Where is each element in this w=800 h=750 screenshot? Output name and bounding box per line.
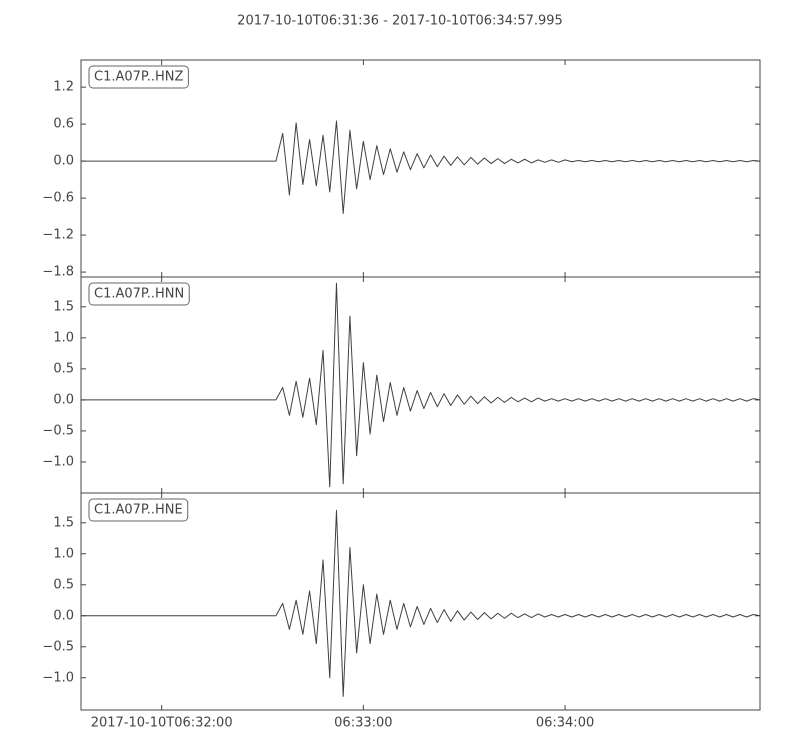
trace [81,282,761,488]
x-tick-label: 06:33:00 [334,716,392,731]
y-tick-label: 1.5 [53,299,74,314]
trace [81,509,761,697]
y-tick-label: 0.6 [53,117,74,132]
trace-label-box [88,65,189,89]
y-tick-label: −1.8 [42,265,74,280]
y-tick-label: 1.0 [53,546,74,561]
y-tick-label: 1.2 [53,80,74,95]
y-tick-label: 0.5 [53,361,74,376]
y-tick-label: 0.0 [53,154,74,169]
x-tick-label: 06:34:00 [536,716,594,731]
trace-label: C1.A07P..HNE [94,503,183,518]
y-tick-label: −1.0 [42,454,74,469]
x-tick-label: 2017-10-10T06:32:00 [91,716,233,731]
y-tick-label: 0.5 [53,577,74,592]
chart-title: 2017-10-10T06:31:36 - 2017-10-10T06:34:5… [237,14,563,29]
y-tick-label: 1.0 [53,330,74,345]
trace-label: C1.A07P..HNN [94,287,184,302]
y-tick-label: −1.2 [42,228,74,243]
trace-label-box [88,282,190,306]
y-tick-label: −0.5 [42,639,74,654]
plot-frame [80,492,761,711]
plot-frame [80,276,761,494]
trace-label: C1.A07P..HNZ [94,70,183,85]
y-tick-label: 1.5 [53,515,74,530]
y-tick-label: 0.0 [53,392,74,407]
trace [81,120,761,214]
plot-frame [80,59,761,278]
y-tick-label: −0.5 [42,423,74,438]
y-tick-label: −0.6 [42,191,74,206]
y-tick-label: 0.0 [53,608,74,623]
trace-label-box [88,498,189,522]
y-tick-label: −1.0 [42,670,74,685]
